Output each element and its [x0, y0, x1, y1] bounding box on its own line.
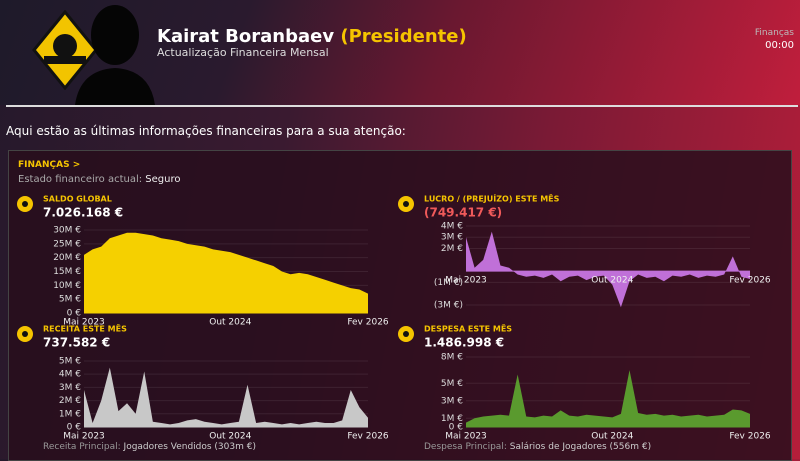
icon-glyph: [22, 331, 28, 337]
x-tick-label: Mai 2023: [445, 276, 487, 286]
x-tick-label: Mai 2023: [445, 432, 487, 442]
divider: [6, 105, 798, 107]
president-role: (Presidente): [340, 26, 467, 47]
expense-label: Despesa Principal:: [424, 442, 507, 452]
y-tick-label: 3M €: [441, 396, 463, 406]
x-tick-label: Out 2024: [209, 432, 251, 442]
y-tick-label: 3M €: [441, 233, 463, 243]
icon-glyph: [403, 331, 409, 337]
chart-title: SALDO GLOBAL: [43, 195, 112, 204]
income-label: Receita Principal:: [43, 442, 121, 452]
x-tick-label: Mai 2023: [63, 432, 105, 442]
y-tick-label: 2M €: [59, 396, 81, 406]
section-link[interactable]: Finanças: [754, 28, 794, 38]
y-tick-label: 8M €: [441, 353, 463, 363]
area: [84, 232, 368, 313]
y-tick-label: (1M €): [434, 278, 463, 288]
icon-glyph: [22, 201, 28, 207]
y-tick-label: 5M €: [441, 379, 463, 389]
y-tick-label: 2M €: [441, 244, 463, 254]
header-subtitle: Actualização Financeira Mensal: [157, 46, 329, 59]
chart-headline: 737.582 €: [43, 336, 110, 350]
y-tick-label: 25M €: [53, 239, 81, 249]
y-tick-label: 10M €: [53, 281, 81, 291]
chart-headline: 1.486.998 €: [424, 336, 504, 350]
income-value: Jogadores Vendidos (303m €): [123, 442, 256, 452]
y-tick-label: (3M €): [434, 300, 463, 310]
header-name: Kairat Boranbaev (Presidente): [157, 26, 467, 47]
club-logo: [32, 10, 98, 90]
chart-title: LUCRO / (PREJUÍZO) ESTE MÊS: [424, 193, 560, 204]
y-tick-label: 20M €: [53, 253, 81, 263]
expense-value: Salários de Jogadores (556m €): [509, 442, 652, 452]
x-tick-label: Out 2024: [209, 318, 251, 328]
y-tick-label: 3M €: [59, 383, 81, 393]
icon-glyph: [403, 201, 409, 207]
x-tick-label: Out 2024: [591, 432, 633, 442]
status-label: Estado financeiro actual:: [18, 174, 143, 185]
area: [466, 370, 750, 427]
y-tick-label: 15M €: [53, 267, 81, 277]
x-tick-label: Out 2024: [591, 276, 633, 286]
panel-title[interactable]: FINANÇAS >: [18, 160, 81, 170]
y-tick-label: 5M €: [59, 356, 81, 366]
x-tick-label: Mai 2023: [63, 318, 105, 328]
chart-title: DESPESA ESTE MÊS: [424, 323, 512, 334]
area: [84, 367, 368, 427]
y-tick-label: 4M €: [441, 221, 463, 231]
y-tick-label: 1M €: [59, 409, 81, 419]
chart-headline: (749.417 €): [424, 206, 502, 220]
chart-headline: 7.026.168 €: [43, 206, 123, 220]
status-value: Seguro: [145, 174, 181, 185]
y-tick-label: 0 €: [67, 309, 82, 319]
area: [466, 231, 750, 308]
y-tick-label: 0 €: [449, 423, 464, 433]
y-tick-label: 4M €: [59, 370, 81, 380]
intro-text: Aqui estão as últimas informações financ…: [6, 124, 406, 138]
x-tick-label: Fev 2026: [729, 432, 771, 442]
y-tick-label: 1M €: [441, 414, 463, 424]
y-tick-label: 30M €: [53, 226, 81, 236]
chart-title: RECEITA ESTE MÊS: [43, 323, 127, 334]
x-tick-label: Fev 2026: [347, 432, 389, 442]
president-name: Kairat Boranbaev: [157, 26, 335, 47]
x-tick-label: Fev 2026: [347, 318, 389, 328]
y-tick-label: 0 €: [67, 423, 82, 433]
x-tick-label: Fev 2026: [729, 276, 771, 286]
president-silhouette: [75, 5, 155, 105]
game-time: 00:00: [765, 40, 794, 51]
y-tick-label: 5M €: [59, 295, 81, 305]
